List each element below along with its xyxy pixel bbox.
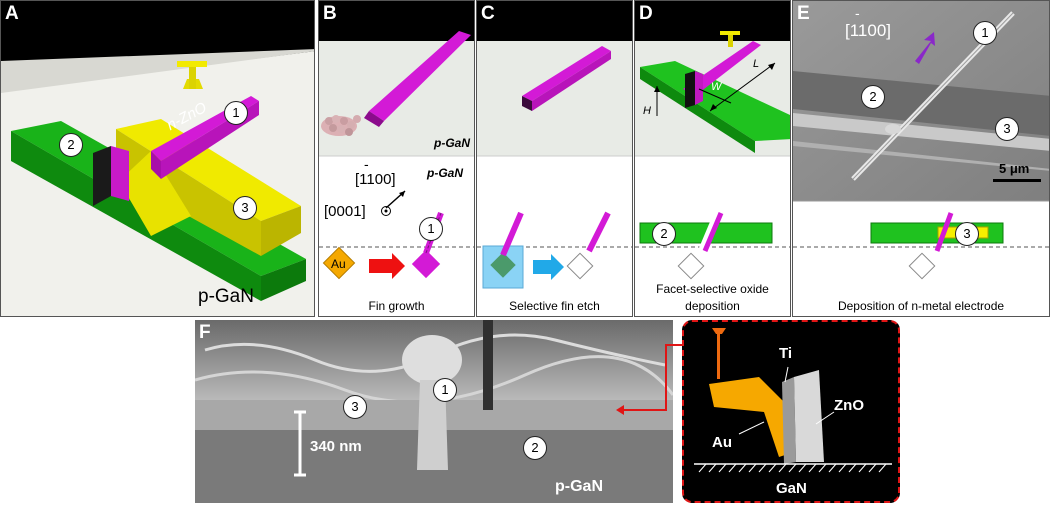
au-pad [177, 61, 207, 67]
panel-f-sem-cross-section [195, 320, 673, 503]
substrate-label: p-GaN [198, 286, 254, 307]
marker-1: 1 [224, 101, 248, 125]
caption-oxide-line1: Facet-selective oxide [656, 282, 769, 296]
panel-a-label: A [5, 3, 19, 24]
marker-3-schematic: 3 [955, 222, 979, 246]
inset-schematic: Ti ZnO Au GaN [682, 320, 900, 503]
au-tip [709, 377, 794, 457]
panel-d: D L W H 2 Facet-selective oxide depositi… [634, 0, 791, 317]
zno-nanowire [794, 370, 824, 462]
panel-b-label: B [323, 3, 337, 24]
substrate-label-top: p-GaN [434, 136, 470, 150]
marker-3: 3 [995, 117, 1019, 141]
direction-label: [1100] [845, 21, 892, 40]
substrate-label: p-GaN [555, 478, 603, 495]
marker-2: 2 [652, 222, 676, 246]
panel-a: A n-ZnO 1 2 3 p-GaN [0, 0, 315, 317]
zno-label: ZnO [834, 397, 864, 414]
marker-2: 2 [861, 85, 885, 109]
caption-selective-fin-etch: Selective fin etch [509, 299, 600, 313]
panel-e: E - [1100] 1 2 3 5 μm 3 Deposition of n-… [792, 0, 1050, 317]
yellow-electrode [116, 119, 301, 221]
thickness-label: 340 nm [310, 438, 362, 455]
panel-e-label: E [797, 3, 810, 24]
panel-f-label: F [199, 322, 211, 343]
panel-d-illustration [635, 1, 790, 280]
marker-3: 3 [343, 395, 367, 419]
direction-bar: - [364, 156, 369, 172]
dimension-w: W [711, 81, 722, 93]
au-seed-label: Au [331, 257, 346, 271]
direction-1110: [1100] [355, 171, 396, 188]
marker-2: 2 [59, 133, 83, 157]
marker-3: 3 [233, 196, 257, 220]
panel-b: B p-GaN p-GaN - [1100] [0001] 1 Au Fin g… [318, 0, 475, 317]
gan-label: GaN [776, 480, 807, 497]
marker-1: 1 [419, 217, 443, 241]
marker-2: 2 [523, 436, 547, 460]
blue-arrow [533, 254, 564, 280]
panel-d-label: D [639, 3, 653, 24]
caption-fin-growth: Fin growth [368, 299, 425, 313]
panel-a-illustration [1, 1, 314, 316]
caption-electrode: Deposition of n-metal electrode [837, 299, 1005, 313]
panel-f: F 1 3 2 340 nm p-GaN [195, 320, 673, 503]
panel-c: C Selective fin etch [476, 0, 633, 317]
panel-b-illustration [319, 1, 474, 280]
dimension-h: H [643, 105, 651, 117]
panel-c-label: C [481, 3, 495, 24]
panel-c-illustration [477, 1, 632, 289]
substrate-label-bottom: p-GaN [427, 166, 463, 180]
panel-e-sem-image [793, 1, 1049, 280]
inset-illustration [694, 328, 892, 473]
marker-1: 1 [973, 21, 997, 45]
au-label: Au [712, 434, 732, 451]
direction-0001: [0001] [324, 203, 366, 220]
red-arrow [369, 253, 405, 279]
nanoparticle-cluster [321, 115, 361, 136]
caption-oxide-line2: deposition [685, 299, 740, 313]
dimension-l: L [753, 58, 760, 70]
scalebar-label: 5 μm [999, 161, 1030, 176]
direction-bar: - [855, 5, 860, 21]
marker-1: 1 [433, 378, 457, 402]
ti-label: Ti [779, 345, 793, 362]
